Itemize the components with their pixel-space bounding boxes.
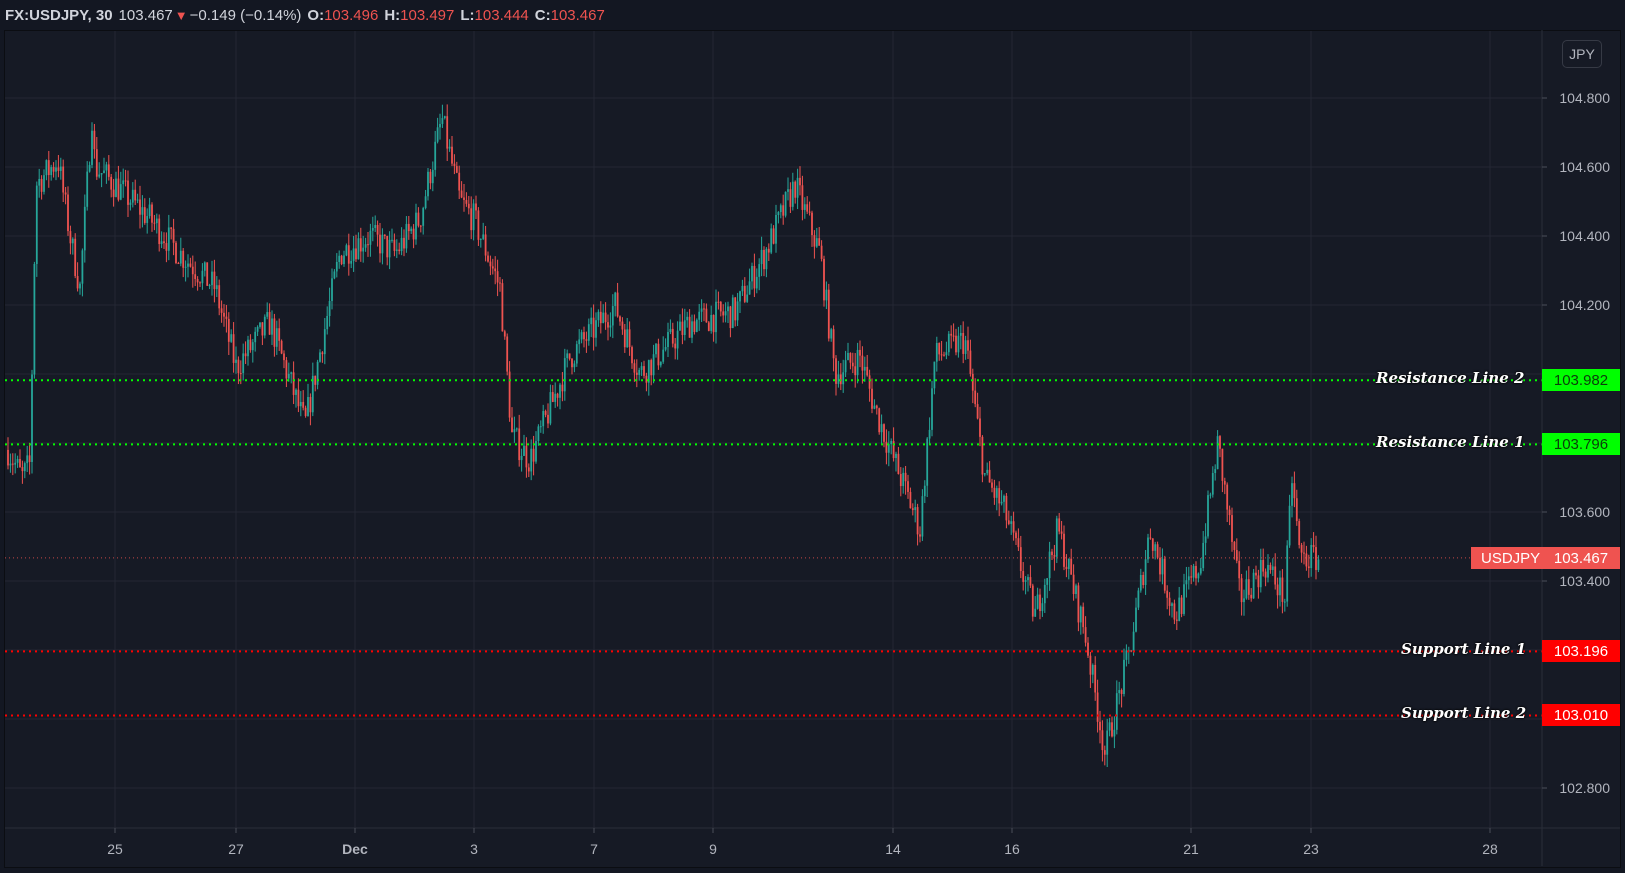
- price-tick-label: 103.600: [1559, 504, 1610, 520]
- time-tick-label: 7: [590, 841, 598, 857]
- resistance-line-1-price: 103.796: [1542, 433, 1620, 455]
- time-tick-label: 21: [1183, 841, 1199, 857]
- support-line-2-price: 103.010: [1542, 704, 1620, 726]
- horizontal-lines: [5, 379, 1542, 717]
- open-value: 103.496: [324, 6, 379, 24]
- currency-badge[interactable]: JPY: [1562, 40, 1602, 68]
- price-tick-label: 103.400: [1559, 573, 1610, 589]
- price-change: −0.149 (−0.14%): [189, 6, 302, 24]
- price-tick-label: 104.800: [1559, 90, 1610, 106]
- current-price-tag: 103.467: [1542, 547, 1620, 569]
- time-tick-label: 25: [107, 841, 123, 857]
- support-line-1-label: Support Line 1: [1401, 640, 1527, 658]
- time-tick-label: Dec: [342, 841, 368, 857]
- time-tick-label: 28: [1482, 841, 1498, 857]
- low-value: 103.444: [474, 6, 529, 24]
- time-tick-label: 27: [228, 841, 244, 857]
- price-tick-label: 104.600: [1559, 159, 1610, 175]
- time-axis[interactable]: 25 27 Dec 3 7 9 14 16 21 23 28: [107, 828, 1498, 857]
- triangle-down-icon: ▼: [174, 7, 188, 23]
- price-tick-label: 104.200: [1559, 297, 1610, 313]
- low-label: L:: [460, 6, 475, 24]
- close-label: C:: [534, 6, 551, 24]
- support-line-1-price: 103.196: [1542, 640, 1620, 662]
- time-tick-label: 14: [885, 841, 901, 857]
- time-tick-label: 9: [709, 841, 717, 857]
- symbol-title[interactable]: FX:USDJPY, 30: [5, 6, 113, 24]
- time-tick-label: 23: [1303, 841, 1319, 857]
- time-tick-label: 16: [1004, 841, 1020, 857]
- resistance-line-2-price: 103.982: [1542, 369, 1620, 391]
- high-value: 103.497: [400, 6, 455, 24]
- time-tick-label: 3: [470, 841, 478, 857]
- resistance-line-1-label: Resistance Line 1: [1376, 433, 1525, 451]
- close-value: 103.467: [550, 6, 605, 24]
- price-axis[interactable]: 104.800 104.600 104.400 104.200 103.600 103.4…: [1542, 90, 1610, 796]
- support-line-2-label: Support Line 2: [1401, 704, 1527, 722]
- candles: [7, 104, 1320, 768]
- high-label: H:: [384, 6, 401, 24]
- resistance-line-2-label: Resistance Line 2: [1376, 369, 1525, 387]
- chart-pane[interactable]: [4, 30, 1621, 868]
- price-tick-label: 104.400: [1559, 228, 1610, 244]
- symbol-price-tag: USDJPY: [1471, 547, 1551, 569]
- grid-lines: [5, 31, 1542, 828]
- open-label: O:: [307, 6, 325, 24]
- last-price: 103.467: [118, 6, 173, 24]
- chart-header: FX:USDJPY, 30 103.467 ▼ −0.149 (−0.14%) …: [0, 0, 1625, 30]
- price-tick-label: 102.800: [1559, 780, 1610, 796]
